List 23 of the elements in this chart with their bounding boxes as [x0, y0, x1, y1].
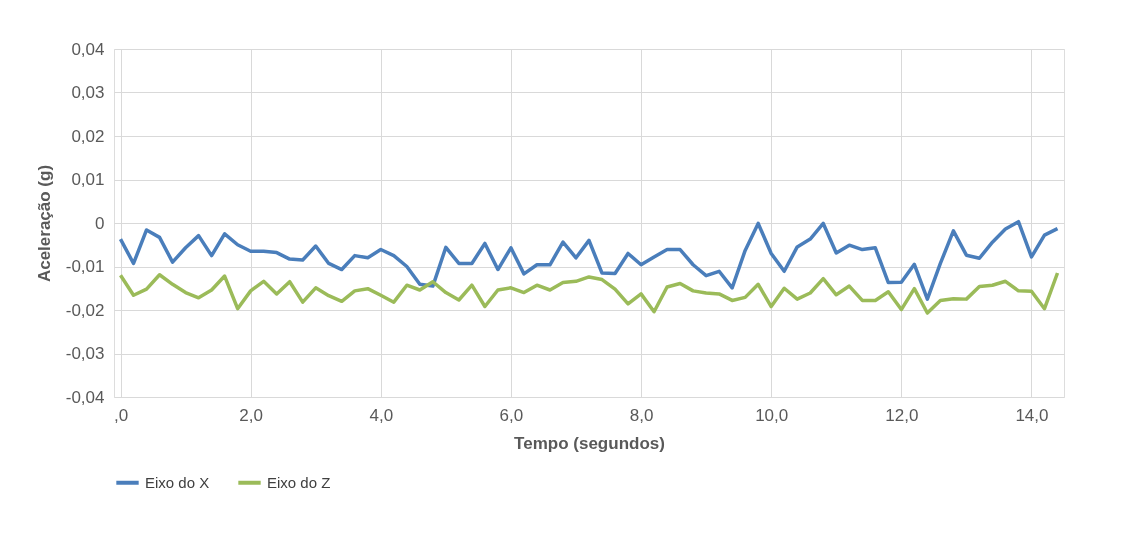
x-tick-label: 14,0 [1015, 405, 1049, 425]
x-tick-label: 10,0 [755, 405, 789, 425]
y-axis-title: Aceleração (g) [34, 164, 54, 283]
line-series [118, 219, 1060, 301]
y-tick-label: -0,04 [65, 387, 105, 407]
y-tick-label: -0,03 [65, 344, 105, 363]
x-tick-label: ,0 [113, 405, 129, 425]
legend-label: Eixo do X [145, 473, 210, 491]
x-tick-label: 4,0 [369, 405, 394, 425]
x-axis-title: Tempo (segundos) [514, 433, 665, 453]
x-tick-label: 12,0 [885, 405, 919, 425]
y-tick-label: -0,02 [65, 300, 105, 320]
y-tick-label: 0,01 [71, 170, 105, 189]
x-tick-label: 6,0 [499, 405, 524, 425]
legend-label: Eixo do Z [267, 473, 331, 491]
y-tick-label: -0,01 [65, 257, 105, 276]
y-tick-label: 0 [95, 213, 105, 233]
line-series [118, 271, 1060, 315]
x-tick-label: 2,0 [239, 405, 263, 425]
x-tick-label: 8,0 [629, 405, 654, 425]
y-tick-label: 0,03 [71, 83, 105, 102]
y-tick-label: 0,04 [71, 39, 105, 59]
y-tick-label: 0,02 [71, 126, 105, 146]
